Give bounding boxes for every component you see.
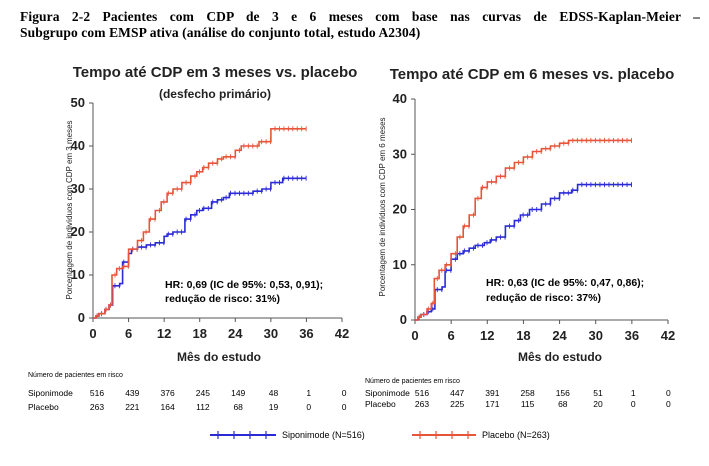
chart1-ytick-label: 40 [71, 138, 85, 153]
chart1-ytick-label: 50 [71, 95, 85, 110]
risk2-row2-label: Placebo [365, 399, 396, 409]
risk1-row2-label: Placebo [28, 402, 59, 412]
chart1-series-placebo-censor-marks [96, 126, 307, 319]
chart1-ytick-label: 0 [78, 310, 85, 325]
chart2-hr-line1: HR: 0,63 (IC de 95%: 0,47, 0,86); [486, 277, 644, 289]
chart1-risk-value: 245 [196, 388, 210, 398]
caption-line-1: Figura 2-2 Pacientes com CDP de 3 e 6 me… [20, 9, 700, 24]
legend-placebo-label: Placebo (N=263) [482, 430, 550, 440]
risk2-header: Número de pacientes em risco [365, 378, 460, 385]
chart1-risk-value: 516 [90, 388, 104, 398]
chart2-series-placebo-censor-marks [418, 137, 633, 320]
chart1-subtitle: (desfecho primário) [159, 87, 271, 101]
risk1-row1-label: Siponimode [28, 388, 73, 398]
chart2-risk-value: 156 [556, 388, 570, 398]
chart2-ytick-label: 30 [393, 146, 407, 161]
chart2-ytick-label: 40 [393, 91, 407, 106]
chart1-hr-line2: redução de risco: 31%) [165, 293, 280, 305]
chart1-ytick-label: 10 [71, 267, 85, 282]
chart2-risk-value: 447 [450, 388, 464, 398]
chart1-risk-value: 0 [342, 388, 347, 398]
chart1-risk-value: 376 [161, 388, 175, 398]
chart2-risk-value: 0 [631, 399, 636, 409]
chart1-risk-value: 164 [161, 402, 175, 412]
chart2-ytick-label: 20 [393, 202, 407, 217]
chart1-xtick-label: 30 [264, 326, 278, 341]
chart1-risk-value: 439 [125, 388, 139, 398]
chart1-ytick-label: 20 [71, 224, 85, 239]
chart2-risk-value: 0 [666, 388, 671, 398]
chart2-risk-value: 1 [631, 388, 636, 398]
caption-line-2: Subgrupo com EMSP ativa (análise do conj… [20, 25, 421, 40]
chart1-risk-value: 0 [342, 402, 347, 412]
chart1-xtick-label: 12 [157, 326, 171, 341]
chart1-xtick-label: 36 [299, 326, 313, 341]
legend: Siponimode (N=516) Placebo (N=263) [210, 430, 550, 440]
chart2-risk-value: 68 [558, 399, 568, 409]
chart2-title: Tempo até CDP em 6 meses vs. placebo [390, 66, 675, 83]
chart2-xtick-label: 0 [411, 328, 418, 343]
chart1-ylabel: Porcentagem de indivíduos com CDP em 3 m… [65, 120, 74, 299]
chart1-xtick-label: 24 [228, 326, 243, 341]
chart1-xtick-label: 42 [335, 326, 349, 341]
chart1-risk-value: 19 [269, 402, 279, 412]
risk2-row1-label: Siponimode [365, 388, 410, 398]
chart2-risk-value: 0 [666, 399, 671, 409]
chart1-risk-value: 112 [196, 402, 210, 412]
chart2-risk-value: 391 [485, 388, 499, 398]
chart2-ylabel: Porcentagem de indivíduos com CDP em 6 m… [378, 117, 387, 296]
chart2-risk-value: 263 [415, 399, 429, 409]
chart1-risk-value: 48 [269, 388, 279, 398]
chart2-series-siponimod-censor-marks [418, 182, 633, 320]
chart1-xtick-label: 18 [192, 326, 206, 341]
chart2-xtick-label: 18 [516, 328, 530, 343]
chart2-xtick-label: 12 [480, 328, 494, 343]
figure-caption: Figura 2-2 Pacientes com CDP de 3 e 6 me… [20, 9, 700, 41]
chart2-ytick-label: 0 [400, 312, 407, 327]
chart1-xtick-label: 6 [125, 326, 132, 341]
chart2-xtick-label: 42 [661, 328, 675, 343]
chart1-hr-line1: HR: 0,69 (IC de 95%: 0,53, 0,91); [165, 279, 323, 291]
chart1-series-placebo-line [93, 128, 307, 319]
chart2-xtick-label: 24 [552, 328, 567, 343]
chart1-xtick-label: 0 [89, 326, 96, 341]
chart2-ytick-label: 10 [393, 257, 407, 272]
chart2-hr-line2: redução de risco: 37%) [486, 292, 601, 304]
risk1-header: Número de pacientes em risco [28, 372, 123, 379]
chart1-risk-value: 221 [125, 402, 139, 412]
chart1-risk-value: 263 [90, 402, 104, 412]
chart2-risk-value: 258 [521, 388, 535, 398]
chart2-xlabel: Mês do estudo [518, 350, 602, 364]
chart1-risk-value: 68 [233, 402, 243, 412]
chart2-risk-value: 51 [593, 388, 603, 398]
chart2-xtick-label: 36 [625, 328, 639, 343]
legend-siponimod-label: Siponimode (N=516) [282, 430, 365, 440]
chart2-risk-value: 225 [450, 399, 464, 409]
chart2-risk-value: 516 [415, 388, 429, 398]
chart2-risk-value: 171 [485, 399, 499, 409]
chart1-risk-value: 149 [231, 388, 245, 398]
chart1-xlabel: Mês do estudo [177, 350, 261, 364]
chart2-xtick-label: 6 [448, 328, 455, 343]
chart2-risk-value: 20 [593, 399, 603, 409]
chart2-xtick-label: 30 [588, 328, 602, 343]
chart1-risk-value: 0 [306, 402, 311, 412]
chart2-risk-value: 115 [521, 399, 535, 409]
chart1-risk-value: 1 [306, 388, 311, 398]
chart1-title: Tempo até CDP em 3 meses vs. placebo [73, 64, 358, 81]
chart1-ytick-label: 30 [71, 181, 85, 196]
